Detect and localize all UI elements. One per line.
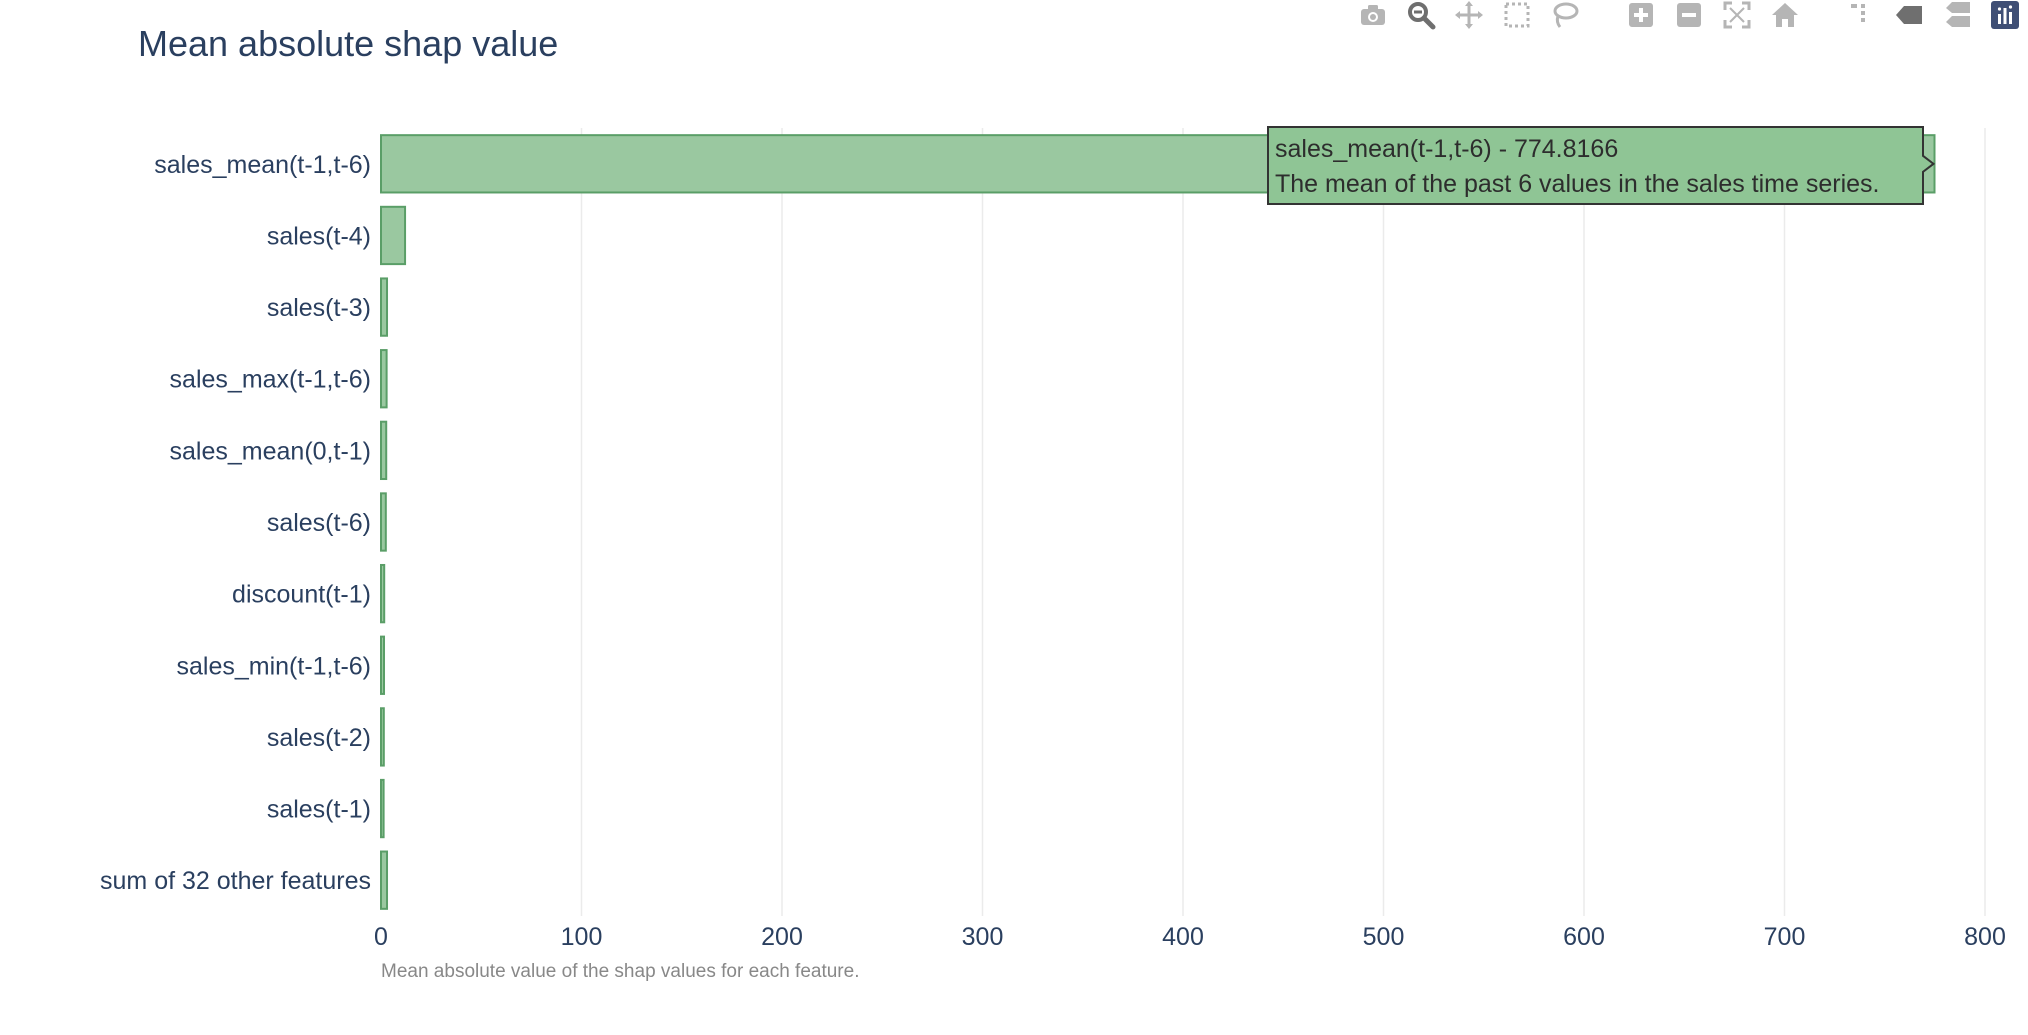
- spike-lines-icon[interactable]: [1844, 0, 1878, 30]
- y-tick-label: sum of 32 other features: [100, 867, 371, 895]
- zoom-out-icon[interactable]: [1672, 0, 1706, 30]
- x-tick-label: 600: [1563, 923, 1605, 951]
- y-tick-label: sales_max(t-1,t-6): [170, 366, 371, 394]
- x-tick-labels: 0 100 200 300 400 500 600 700 800: [374, 923, 2006, 951]
- y-tick-label: sales_mean(t-1,t-6): [154, 151, 371, 179]
- bar[interactable]: [380, 778, 385, 839]
- x-tick-label: 200: [761, 923, 803, 951]
- y-tick-label: discount(t-1): [232, 581, 371, 609]
- hover-closest-icon[interactable]: [1892, 0, 1926, 30]
- x-tick-label: 400: [1162, 923, 1204, 951]
- plotly-logo-icon[interactable]: [1988, 0, 2022, 30]
- bar[interactable]: [380, 707, 385, 767]
- x-tick-label: 700: [1764, 923, 1806, 951]
- reset-axes-icon[interactable]: [1768, 0, 1802, 30]
- hover-tooltip: sales_mean(t-1,t-6) - 774.8166 The mean …: [1267, 126, 1936, 205]
- chart-footnote: Mean absolute value of the shap values f…: [381, 961, 859, 982]
- box-select-icon[interactable]: [1500, 0, 1534, 30]
- y-tick-label: sales(t-6): [267, 509, 371, 537]
- y-tick-label: sales_mean(0,t-1): [170, 437, 371, 465]
- x-tick-label: 800: [1964, 923, 2006, 951]
- bars[interactable]: [380, 134, 1936, 910]
- x-tick-label: 500: [1363, 923, 1405, 951]
- bar[interactable]: [380, 277, 389, 337]
- bar[interactable]: [380, 563, 386, 624]
- hover-compare-icon[interactable]: [1940, 0, 1974, 30]
- bar[interactable]: [380, 850, 389, 910]
- y-tick-label: sales(t-1): [267, 796, 371, 824]
- y-tick-label: sales(t-4): [267, 222, 371, 250]
- bar[interactable]: [380, 492, 387, 552]
- bar[interactable]: [380, 420, 388, 481]
- x-tick-label: 0: [374, 923, 388, 951]
- lasso-icon[interactable]: [1548, 0, 1582, 30]
- grid-lines: [580, 128, 1986, 916]
- zoom-icon[interactable]: [1404, 0, 1438, 30]
- x-tick-label: 300: [962, 923, 1004, 951]
- camera-icon[interactable]: [1356, 0, 1390, 30]
- bar[interactable]: [380, 635, 386, 695]
- autoscale-icon[interactable]: [1720, 0, 1754, 30]
- y-tick-label: sales_min(t-1,t-6): [177, 652, 372, 680]
- y-tick-labels: sales_mean(t-1,t-6) sales(t-4) sales(t-3) s…: [100, 151, 371, 895]
- y-tick-label: sales(t-2): [267, 724, 371, 752]
- tooltip-line-2: The mean of the past 6 values in the sal…: [1275, 170, 1879, 198]
- zoom-in-icon[interactable]: [1624, 0, 1658, 30]
- bar[interactable]: [380, 349, 388, 409]
- y-tick-label: sales(t-3): [267, 294, 371, 322]
- bar[interactable]: [380, 205, 407, 266]
- chart-title: Mean absolute shap value: [138, 23, 558, 64]
- pan-icon[interactable]: [1452, 0, 1486, 30]
- x-tick-label: 100: [561, 923, 603, 951]
- tooltip-box: [1267, 126, 1936, 205]
- modebar: [1356, 0, 2028, 30]
- tooltip-line-1: sales_mean(t-1,t-6) - 774.8166: [1275, 135, 1618, 163]
